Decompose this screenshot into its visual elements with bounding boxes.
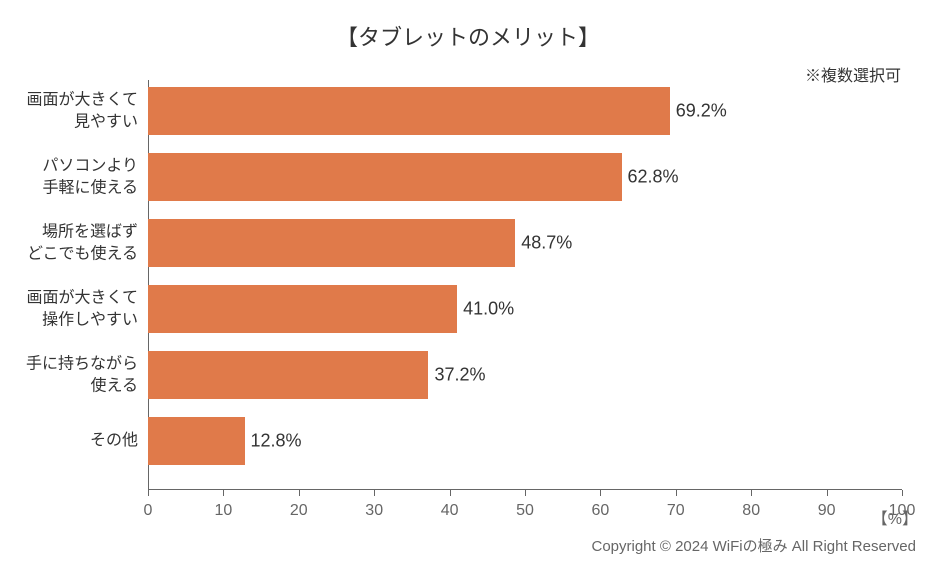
bar: 37.2% — [148, 351, 428, 399]
bar: 41.0% — [148, 285, 457, 333]
category-label: その他 — [90, 430, 138, 452]
bar-value-label: 48.7% — [521, 233, 572, 254]
x-tick-label: 20 — [290, 502, 308, 520]
chart-plot-area: 010203040506070809010069.2%62.8%48.7%41.… — [148, 80, 902, 490]
x-tick — [902, 490, 903, 496]
category-label: 画面が大きくて見やすい — [26, 89, 138, 132]
chart-title: 【タブレットのメリット】 — [0, 0, 936, 52]
category-label: 画面が大きくて操作しやすい — [26, 287, 138, 330]
bar: 12.8% — [148, 417, 245, 465]
bar-value-label: 12.8% — [251, 431, 302, 452]
x-tick-label: 40 — [441, 502, 459, 520]
x-tick-label: 0 — [144, 502, 153, 520]
category-label: 手に持ちながら使える — [26, 353, 138, 396]
bar-value-label: 41.0% — [463, 299, 514, 320]
x-tick-label: 60 — [591, 502, 609, 520]
x-tick-label: 10 — [214, 502, 232, 520]
bar: 69.2% — [148, 87, 670, 135]
x-tick — [148, 490, 149, 496]
x-tick — [223, 490, 224, 496]
x-tick — [827, 490, 828, 496]
x-tick-label: 70 — [667, 502, 685, 520]
x-tick — [751, 490, 752, 496]
copyright-text: Copyright © 2024 WiFiの極み All Right Reser… — [592, 535, 917, 556]
x-unit-label: 【%】 — [872, 505, 918, 529]
bar-value-label: 37.2% — [434, 365, 485, 386]
x-tick — [600, 490, 601, 496]
x-tick — [450, 490, 451, 496]
x-tick — [374, 490, 375, 496]
x-tick — [676, 490, 677, 496]
category-label: 場所を選ばずどこでも使える — [27, 221, 138, 264]
bar-value-label: 62.8% — [628, 167, 679, 188]
x-tick-label: 90 — [818, 502, 836, 520]
x-tick — [525, 490, 526, 496]
x-tick — [299, 490, 300, 496]
category-label: パソコンより手軽に使える — [42, 155, 138, 198]
x-tick-label: 50 — [516, 502, 534, 520]
bar: 62.8% — [148, 153, 622, 201]
bar-value-label: 69.2% — [676, 101, 727, 122]
bar: 48.7% — [148, 219, 515, 267]
x-tick-label: 80 — [742, 502, 760, 520]
x-tick-label: 30 — [365, 502, 383, 520]
